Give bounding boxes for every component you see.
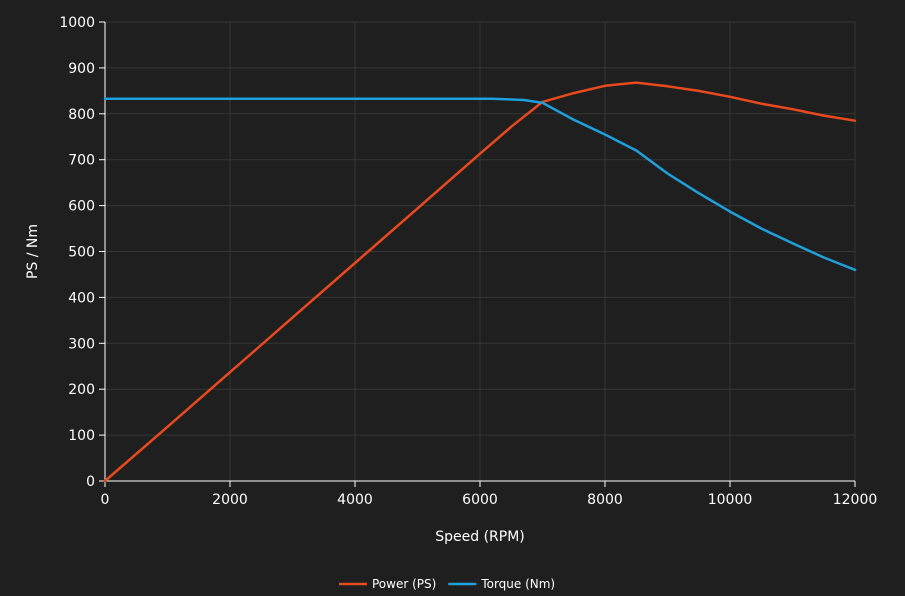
y-tick-label: 200 (68, 382, 95, 398)
x-tick-label: 4000 (337, 492, 373, 508)
x-axis-ticks: 0 2000 4000 6000 8000 10000 12000 (101, 481, 878, 508)
x-tick-label: 12000 (833, 492, 878, 508)
x-tick-label: 0 (101, 492, 110, 508)
y-tick-label: 100 (68, 428, 95, 444)
legend-item[interactable]: Power (PS) (339, 577, 436, 591)
y-tick-label: 600 (68, 199, 95, 215)
x-tick-label: 6000 (462, 492, 498, 508)
x-axis-title: Speed (RPM) (435, 529, 525, 545)
y-axis-ticks: 0 100 200 300 400 500 600 700 800 900 1000 (59, 15, 105, 490)
legend-label: Power (PS) (372, 577, 436, 591)
y-tick-label: 800 (68, 107, 95, 123)
y-tick-label: 700 (68, 153, 95, 169)
series-line-torque-nm (103, 97, 857, 272)
y-tick-label: 400 (68, 290, 95, 306)
x-tick-label: 10000 (708, 492, 753, 508)
y-tick-label: 500 (68, 245, 95, 261)
series-line-power-ps (103, 81, 857, 483)
x-tick-label: 2000 (212, 492, 248, 508)
y-axis-title: PS / Nm (25, 224, 41, 279)
grid (104, 21, 856, 482)
legend: Power (PS) Torque (Nm) (339, 577, 555, 591)
y-tick-label: 1000 (59, 15, 95, 31)
y-tick-label: 300 (68, 336, 95, 352)
y-tick-label: 900 (68, 61, 95, 77)
y-tick-label: 0 (86, 474, 95, 490)
series-lines (103, 81, 857, 483)
legend-item[interactable]: Torque (Nm) (448, 577, 555, 591)
x-tick-label: 8000 (587, 492, 623, 508)
legend-label: Torque (Nm) (480, 577, 555, 591)
